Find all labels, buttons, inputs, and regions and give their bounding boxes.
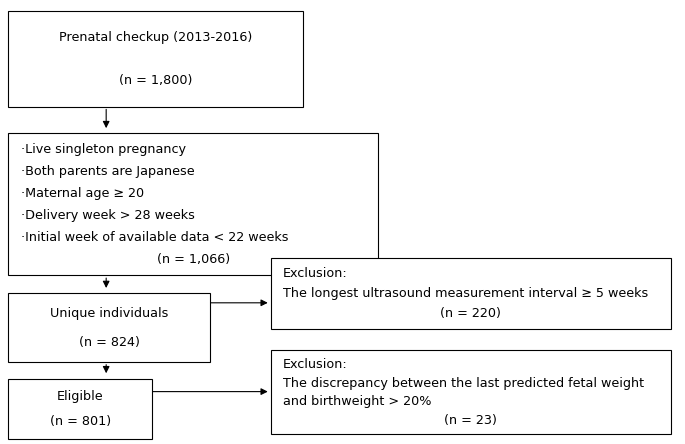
Text: The longest ultrasound measurement interval ≥ 5 weeks: The longest ultrasound measurement inter… bbox=[283, 287, 648, 300]
Text: Eligible: Eligible bbox=[57, 390, 103, 403]
Text: Exclusion:: Exclusion: bbox=[283, 266, 348, 280]
FancyBboxPatch shape bbox=[271, 350, 671, 434]
FancyBboxPatch shape bbox=[8, 11, 303, 107]
Text: ·Initial week of available data < 22 weeks: ·Initial week of available data < 22 wee… bbox=[21, 231, 288, 244]
FancyBboxPatch shape bbox=[8, 379, 152, 439]
FancyBboxPatch shape bbox=[8, 293, 210, 362]
Text: Unique individuals: Unique individuals bbox=[50, 307, 169, 320]
Text: (n = 824): (n = 824) bbox=[79, 336, 140, 349]
Text: ·Maternal age ≥ 20: ·Maternal age ≥ 20 bbox=[21, 187, 144, 200]
Text: (n = 801): (n = 801) bbox=[49, 415, 111, 428]
Text: ·Both parents are Japanese: ·Both parents are Japanese bbox=[21, 165, 194, 178]
Text: (n = 1,800): (n = 1,800) bbox=[119, 74, 192, 87]
Text: ·Delivery week > 28 weeks: ·Delivery week > 28 weeks bbox=[21, 209, 195, 222]
Text: Prenatal checkup (2013-2016): Prenatal checkup (2013-2016) bbox=[59, 32, 252, 44]
Text: The discrepancy between the last predicted fetal weight: The discrepancy between the last predict… bbox=[283, 377, 644, 390]
Text: and birthweight > 20%: and birthweight > 20% bbox=[283, 395, 432, 408]
Text: ·Live singleton pregnancy: ·Live singleton pregnancy bbox=[21, 143, 186, 156]
Text: (n = 220): (n = 220) bbox=[440, 307, 501, 321]
Text: (n = 1,066): (n = 1,066) bbox=[157, 254, 229, 266]
FancyBboxPatch shape bbox=[271, 258, 671, 329]
FancyBboxPatch shape bbox=[8, 133, 378, 275]
Text: Exclusion:: Exclusion: bbox=[283, 358, 348, 371]
Text: (n = 23): (n = 23) bbox=[445, 414, 497, 427]
